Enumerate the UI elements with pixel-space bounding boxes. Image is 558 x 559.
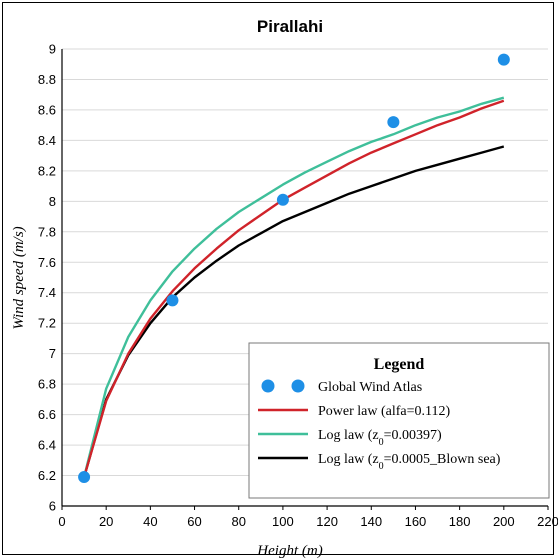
- x-tick-label: 0: [58, 514, 65, 529]
- legend-label-log2: Log law (z0=0.0005_Blown sea): [318, 452, 501, 472]
- x-tick-label: 200: [493, 514, 515, 529]
- x-tick-label: 180: [449, 514, 471, 529]
- y-tick-label: 7.8: [38, 224, 56, 239]
- y-tick-label: 8.6: [38, 102, 56, 117]
- plot-area: [78, 53, 510, 484]
- data-point: [166, 294, 179, 307]
- y-tick-label: 6: [49, 499, 56, 514]
- data-point: [497, 53, 510, 66]
- y-tick-label: 8: [49, 194, 56, 209]
- x-tick-label: 140: [360, 514, 382, 529]
- y-tick-label: 6.2: [38, 468, 56, 483]
- data-point: [78, 471, 91, 484]
- legend-title: Legend: [374, 356, 425, 373]
- x-tick-label: 120: [316, 514, 338, 529]
- y-axis-label: Wind speed (m/s): [11, 226, 27, 329]
- x-tick-label: 160: [405, 514, 427, 529]
- y-tick-label: 7.2: [38, 316, 56, 331]
- data-point: [387, 116, 400, 129]
- y-tick-label: 8.4: [38, 133, 56, 148]
- series-line-2: [82, 96, 505, 478]
- x-tick-label: 100: [272, 514, 294, 529]
- legend-label-log1: Log law (z0=0.00397): [318, 428, 442, 448]
- legend-label-gwa: Global Wind Atlas: [318, 380, 422, 395]
- legend-marker-gwa-1: [261, 379, 275, 393]
- y-tick-label: 6.8: [38, 377, 56, 392]
- legend-box: [248, 342, 550, 499]
- y-tick-label: 6.6: [38, 407, 56, 422]
- y-tick-label: 7: [49, 346, 56, 361]
- y-tick-label: 7.4: [38, 285, 56, 300]
- axes: [61, 49, 549, 510]
- chart-title: Pirallahi: [257, 17, 323, 36]
- x-tick-labels: 0 20 40 60 80 100 120 140 160 180 200 220: [58, 514, 558, 529]
- y-tick-label: 7.6: [38, 255, 56, 270]
- x-axis-label: Height (m): [256, 543, 322, 559]
- series-line-3: [82, 145, 505, 478]
- data-point: [276, 193, 289, 206]
- x-tick-label: 20: [99, 514, 113, 529]
- y-tick-labels: 6 6.2 6.4 6.6 6.8 7 7.2 7.4 7.6 7.8 8 8.2 8.4 8.6 8.8 9: [38, 42, 56, 514]
- legend: Legend Global Wind Atlas Power law (alfa…: [248, 342, 550, 499]
- y-tick-label: 9: [49, 42, 56, 57]
- x-tick-label: 60: [187, 514, 201, 529]
- x-tick-label: 80: [231, 514, 245, 529]
- y-tick-label: 8.8: [38, 72, 56, 87]
- y-tick-label: 8.2: [38, 163, 56, 178]
- x-tick-label: 220: [537, 514, 558, 529]
- series-line-1: [82, 99, 505, 478]
- legend-label-power: Power law (alfa=0.112): [318, 404, 451, 419]
- y-tick-label: 6.4: [38, 438, 56, 453]
- legend-marker-gwa-2: [291, 379, 305, 393]
- x-tick-label: 40: [143, 514, 157, 529]
